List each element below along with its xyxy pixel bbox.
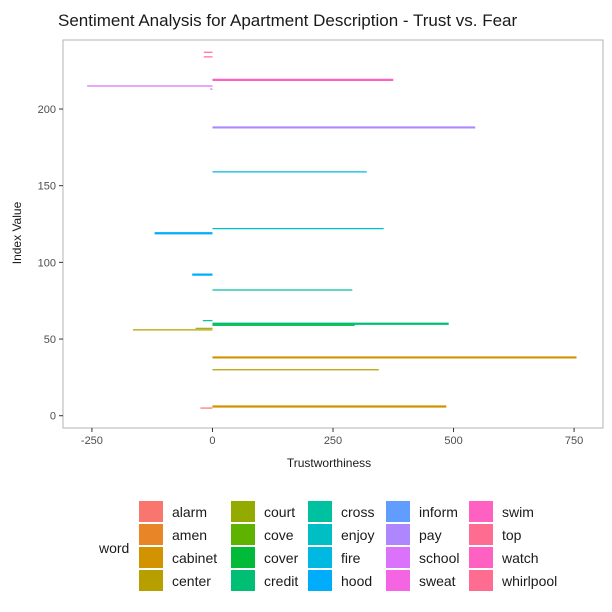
legend-title: word [98, 540, 129, 556]
legend-label-cove: cove [264, 527, 294, 543]
legend-swatch-school [386, 547, 410, 568]
legend-label-court: court [264, 504, 295, 520]
legend-label-watch: watch [501, 550, 539, 566]
x-tick-label: -250 [81, 435, 103, 447]
legend-swatch-top [469, 524, 493, 545]
y-tick-label: 0 [50, 411, 56, 423]
x-tick-label: 500 [444, 435, 462, 447]
legend-swatch-alarm [139, 501, 163, 522]
legend-swatch-hood [308, 570, 332, 591]
legend-swatch-fire [308, 547, 332, 568]
plot-panel [62, 39, 604, 429]
legend-swatch-cover [231, 547, 255, 568]
legend: alarm amen cabinet center court cove cover cred… [139, 501, 557, 591]
chart-title: Sentiment Analysis for Apartment Descrip… [58, 11, 518, 30]
legend-label-center: center [172, 573, 211, 589]
legend-label-pay: pay [419, 527, 442, 543]
legend-label-cross: cross [341, 504, 374, 520]
legend-swatch-sweat [386, 570, 410, 591]
legend-label-credit: credit [264, 573, 298, 589]
y-tick-label: 50 [44, 334, 56, 346]
x-tick-label: 250 [324, 435, 342, 447]
y-axis-ticks: 0 50 100 150 200 [38, 104, 63, 423]
y-tick-label: 200 [38, 104, 56, 116]
legend-label-cabinet: cabinet [172, 550, 217, 566]
legend-swatch-pay [386, 524, 410, 545]
y-tick-label: 150 [38, 181, 56, 193]
y-axis-label: Index Value [10, 201, 24, 264]
legend-label-alarm: alarm [172, 504, 207, 520]
legend-swatch-watch [469, 547, 493, 568]
legend-label-cover: cover [264, 550, 299, 566]
legend-swatch-court [231, 501, 255, 522]
legend-swatch-center [139, 570, 163, 591]
x-tick-label: 0 [209, 435, 215, 447]
x-axis-label: Trustworthiness [287, 456, 371, 470]
legend-swatch-inform [386, 501, 410, 522]
legend-swatch-credit [231, 570, 255, 591]
legend-label-swim: swim [502, 504, 534, 520]
legend-swatch-cove [231, 524, 255, 545]
legend-label-inform: inform [419, 504, 458, 520]
legend-label-enjoy: enjoy [341, 527, 374, 543]
y-tick-label: 100 [38, 257, 56, 269]
legend-label-hood: hood [341, 573, 372, 589]
legend-swatch-enjoy [308, 524, 332, 545]
legend-label-top: top [502, 527, 522, 543]
legend-label-school: school [419, 550, 459, 566]
legend-swatch-whirlpool [469, 570, 493, 591]
x-tick-label: 750 [565, 435, 583, 447]
legend-label-amen: amen [172, 527, 207, 543]
legend-swatch-swim [469, 501, 493, 522]
legend-swatch-cross [308, 501, 332, 522]
legend-swatch-amen [139, 524, 163, 545]
x-axis-ticks: -250 0 250 500 750 [81, 428, 583, 447]
data-segments [87, 51, 577, 409]
legend-swatch-cabinet [139, 547, 163, 568]
legend-label-whirlpool: whirlpool [501, 573, 557, 589]
legend-label-sweat: sweat [419, 573, 456, 589]
legend-label-fire: fire [341, 550, 361, 566]
